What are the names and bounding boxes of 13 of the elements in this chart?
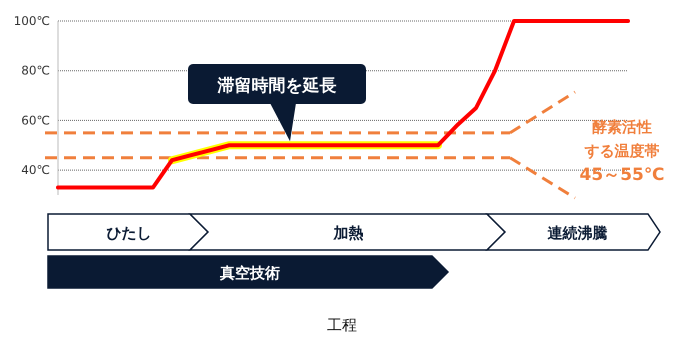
text: 加熱 <box>332 224 364 242</box>
y-tick-label: 40℃ <box>21 163 50 178</box>
text: 工程 <box>327 316 357 334</box>
y-tick-label: 80℃ <box>21 64 50 78</box>
annotation: する温度帯 <box>584 142 660 160</box>
annotation: 滞留時間を延長 <box>216 76 336 96</box>
text: 真空技術 <box>219 264 280 282</box>
annotation: 酵素活性 <box>592 118 652 136</box>
annotation: 45～55℃ <box>580 165 664 185</box>
text: ひたし <box>106 224 152 242</box>
text: 連続沸騰 <box>546 224 608 242</box>
y-tick-label: 100℃ <box>14 14 50 28</box>
y-tick-label: 60℃ <box>21 113 50 128</box>
